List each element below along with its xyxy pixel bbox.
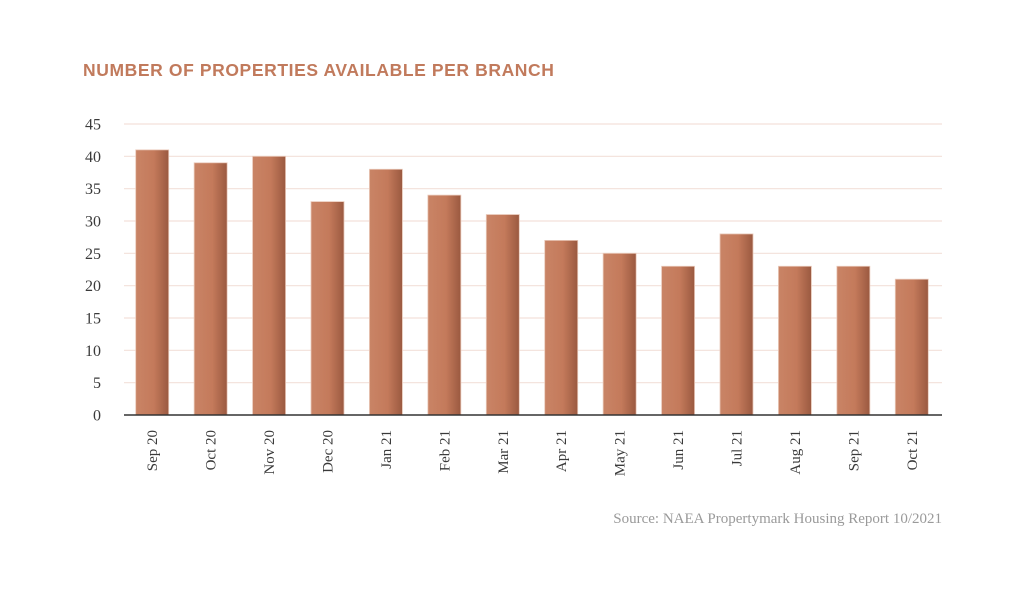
x-tick-label: Feb 21 (437, 430, 453, 471)
x-tick-label: Oct 21 (905, 430, 921, 470)
bar-aug-21 (778, 265, 812, 416)
y-tick-label: 20 (85, 278, 101, 295)
x-tick-label: Aug 21 (788, 430, 804, 475)
x-tick-label: Nov 20 (262, 430, 278, 475)
bar-oct-20 (193, 162, 228, 416)
bar-may-21 (602, 252, 637, 416)
x-axis-ticks: Sep 20 Oct 20 Nov 20 Dec 20 Jan 21 Feb 21 Mar … (145, 430, 921, 476)
x-tick-label: Oct 20 (204, 430, 220, 470)
bar-jan-21 (369, 168, 403, 416)
bar-feb-21 (427, 194, 462, 416)
y-axis-ticks: 0 5 10 15 20 25 30 35 40 45 (85, 117, 101, 425)
x-tick-label: Jan 21 (379, 430, 395, 469)
x-tick-label: Sep 20 (145, 430, 161, 471)
bars (135, 149, 929, 416)
bar-sep-21 (836, 265, 871, 416)
bar-mar-21 (485, 214, 520, 416)
chart-title: NUMBER OF PROPERTIES AVAILABLE PER BRANC… (83, 60, 555, 80)
bar-nov-20 (252, 155, 286, 416)
y-tick-label: 30 (85, 214, 101, 231)
x-tick-label: Apr 21 (554, 430, 570, 472)
y-tick-label: 15 (85, 311, 101, 328)
y-tick-label: 25 (85, 246, 101, 263)
bar-jun-21 (661, 265, 695, 416)
x-tick-label: Mar 21 (496, 430, 512, 474)
bar-oct-21 (894, 278, 929, 416)
y-tick-label: 0 (93, 408, 101, 425)
bar-jul-21 (719, 233, 754, 416)
gridlines (124, 123, 942, 384)
x-tick-label: Jul 21 (730, 430, 746, 466)
bar-apr-21 (544, 239, 579, 416)
y-tick-label: 5 (93, 375, 101, 392)
source-note: Source: NAEA Propertymark Housing Report… (613, 511, 942, 527)
bar-sep-20 (135, 149, 170, 416)
y-tick-label: 45 (85, 117, 101, 134)
x-tick-label: Sep 21 (846, 430, 862, 471)
y-tick-label: 35 (85, 181, 101, 198)
x-tick-label: Dec 20 (321, 430, 337, 473)
x-tick-label: Jun 21 (671, 430, 687, 470)
x-tick-label: May 21 (613, 430, 629, 476)
y-tick-label: 40 (85, 149, 101, 166)
bar-dec-20 (310, 201, 345, 416)
y-tick-label: 10 (85, 343, 101, 360)
